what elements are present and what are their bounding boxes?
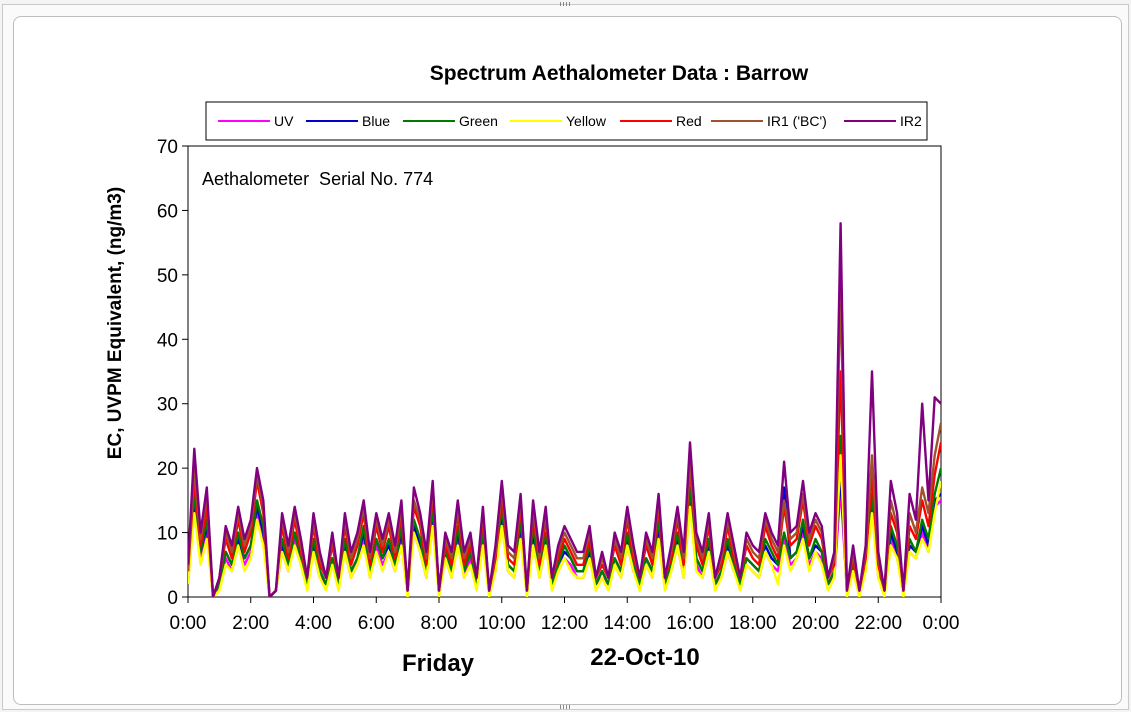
x-tick-label: 10:00 — [478, 613, 526, 634]
x-tick-label: 6:00 — [358, 613, 395, 634]
legend-label: Red — [676, 113, 702, 129]
resize-handle-top-icon[interactable] — [560, 2, 572, 6]
x-tick-label: 0:00 — [170, 613, 207, 634]
x-tick-label: 0:00 — [923, 613, 960, 634]
x-tick-label: 20:00 — [792, 613, 840, 634]
y-tick-label: 30 — [157, 395, 178, 416]
chart-svg: Spectrum Aethalometer Data : Barrow UV Bl… — [105, 62, 960, 677]
series-line-yellow — [188, 454, 941, 597]
series-group — [188, 222, 941, 597]
x-axis: 0:00 2:00 4:00 6:00 8:00 10:00 12:00 14:00 16:00… — [170, 597, 960, 634]
legend-label: IR1 ('BC') — [767, 113, 827, 129]
legend[interactable]: UV Blue Green Yellow Red IR1 ('BC') IR2 — [205, 101, 928, 141]
x-axis-label-date: 22-Oct-10 — [590, 644, 699, 671]
x-tick-label: 16:00 — [666, 613, 714, 634]
legend-label: IR2 — [900, 113, 922, 129]
x-tick-label: 18:00 — [729, 613, 777, 634]
chart-title: Spectrum Aethalometer Data : Barrow — [430, 62, 809, 85]
x-tick-label: 8:00 — [421, 613, 458, 634]
y-tick-label: 60 — [157, 201, 178, 222]
y-tick-label: 40 — [157, 330, 178, 351]
legend-label: Blue — [362, 113, 390, 129]
x-tick-label: 14:00 — [603, 613, 651, 634]
x-tick-label: 2:00 — [232, 613, 269, 634]
resize-handle-bottom-icon[interactable] — [560, 705, 572, 709]
legend-label: Yellow — [566, 113, 607, 129]
y-tick-label: 50 — [157, 266, 178, 287]
y-tick-label: 10 — [157, 524, 178, 545]
x-tick-label: 22:00 — [854, 613, 902, 634]
y-axis: 0 10 20 30 40 50 60 70 — [157, 137, 188, 609]
series-line-green — [188, 434, 941, 597]
y-tick-label: 0 — [167, 588, 178, 609]
legend-label: UV — [274, 113, 294, 129]
y-tick-label: 20 — [157, 459, 178, 480]
y-tick-label: 70 — [157, 137, 178, 158]
chart-area-frame[interactable]: Spectrum Aethalometer Data : Barrow UV Bl… — [13, 16, 1122, 705]
series-line-ir2 — [188, 222, 941, 597]
x-axis-label-day: Friday — [402, 650, 475, 677]
chart-annotation: Aethalometer Serial No. 774 — [202, 169, 433, 189]
x-tick-label: 4:00 — [295, 613, 332, 634]
x-tick-label: 12:00 — [541, 613, 589, 634]
y-axis-label: EC, UVPM Equivalent, (ng/m3) — [105, 187, 126, 459]
legend-label: Green — [459, 113, 498, 129]
